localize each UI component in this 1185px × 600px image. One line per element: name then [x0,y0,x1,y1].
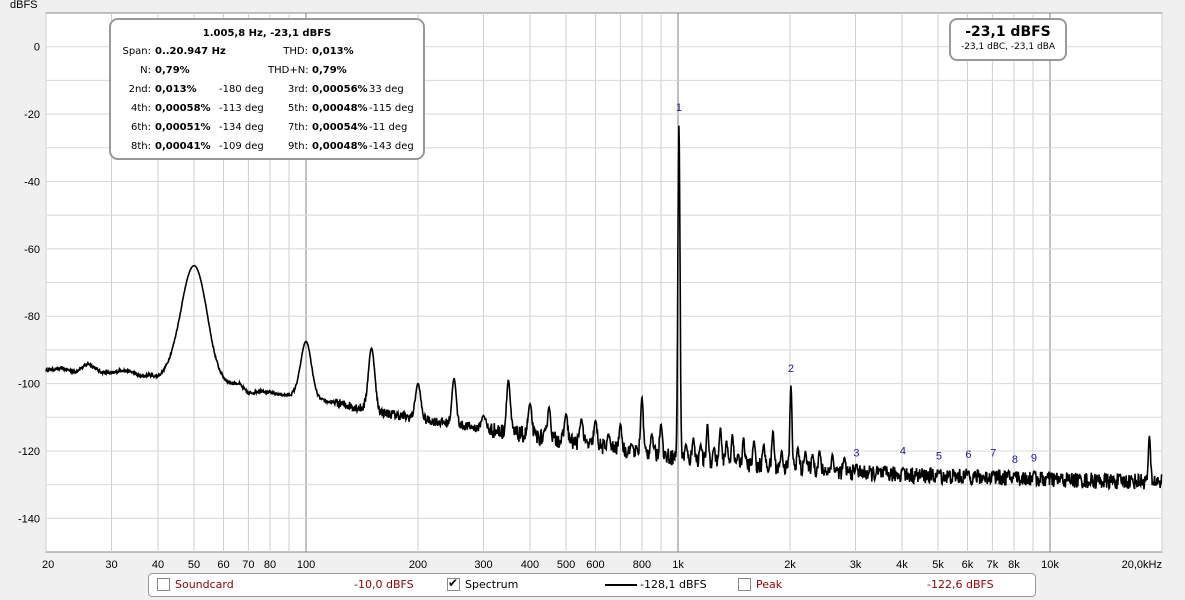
fundamental-readout: 1.005,8 Hz, -23,1 dBFS [202,28,332,39]
y-tick-label: -120 [18,446,40,458]
row-label: N: [140,65,151,76]
row-label: 3rd: [287,84,308,95]
row-value: 0,00048% [312,103,368,114]
peak-label: Peak [756,578,783,591]
y-axis-label: dBFS [10,0,38,11]
soundcard-value: -10,0 dBFS [354,578,414,591]
x-tick-label: 5k [932,559,944,571]
harmonic-marker: 9 [1031,452,1037,464]
spectrum-value: -128,1 dBFS [640,578,707,591]
x-tick-label: 400 [521,559,539,571]
row-label: THD+N: [268,65,309,76]
x-tick-label: 70 [242,559,254,571]
row-value: 0,79% [155,65,190,76]
x-tick-label: 80 [264,559,276,571]
row-label: 8th: [131,141,151,152]
y-tick-label: -100 [18,379,40,391]
analysis-row: N: 0,79% THD+N: 0,79% [111,65,423,79]
row-phase: -113 deg [219,103,264,114]
y-tick-label: -40 [24,176,40,188]
level-sub: -23,1 dBC, -23,1 dBA [960,42,1056,52]
x-tick-label: 40 [152,559,164,571]
harmonic-marker: 6 [965,449,971,461]
analysis-row: 6th: 0,00051% -134 deg 7th: 0,00054% -11 deg [111,122,423,136]
harmonic-marker: 4 [900,446,906,458]
harmonic-marker: 5 [936,451,942,463]
row-value: 0,013% [155,84,197,95]
row-phase: -143 deg [369,141,414,152]
y-tick-label: -140 [18,513,40,525]
row-phase: -11 deg [369,122,408,133]
x-tick-label: 10k [1041,559,1059,571]
row-value: 0,00058% [155,103,211,114]
legend-bar: Soundcard -10,0 dBFS Spectrum -128,1 dBF… [148,573,1036,597]
soundcard-checkbox[interactable] [157,578,170,591]
row-phase: -115 deg [369,103,414,114]
level-main: -23,1 dBFS [965,24,1051,40]
analysis-panel: 1.005,8 Hz, -23,1 dBFS Span: 0..20.947 Hz… [109,18,425,160]
row-label: 5th: [288,103,308,114]
y-tick-label: -60 [24,244,40,256]
analysis-row: 8th: 0,00041% -109 deg 9th: 0,00048% -143 deg [111,141,423,155]
row-value: 0,00051% [155,122,211,133]
row-label: 6th: [131,122,151,133]
x-tick-label: 600 [586,559,604,571]
spectrum-trace [45,125,1163,491]
row-value: 0,00054% [312,122,368,133]
soundcard-label: Soundcard [175,578,234,591]
x-tick-label: 60 [217,559,229,571]
x-tick-label: 200 [409,559,427,571]
peak-checkbox[interactable] [738,578,751,591]
x-tick-label: 300 [474,559,492,571]
x-tick-label: 30 [105,559,117,571]
analysis-row: 4th: 0,00058% -113 deg 5th: 0,00048% -115 deg [111,103,423,117]
x-tick-label: 3k [850,559,862,571]
x-tick-label: 4k [896,559,908,571]
row-label: 2nd: [128,84,151,95]
harmonic-marker: 3 [853,447,859,459]
y-tick-label: 0 [34,42,40,54]
analysis-row: Span: 0..20.947 Hz THD: 0,013% [111,46,423,60]
peak-value: -122,6 dBFS [927,578,994,591]
harmonic-marker: 1 [676,102,682,114]
level-meter: -23,1 dBFS -23,1 dBC, -23,1 dBA [949,18,1067,61]
x-tick-label: 6k [962,559,974,571]
harmonic-marker: 7 [990,447,996,459]
y-tick-label: -80 [24,311,40,323]
spectrum-swatch [605,584,637,586]
x-tick-label: 500 [557,559,575,571]
harmonic-marker: 8 [1012,454,1018,466]
row-phase: -134 deg [219,122,264,133]
row-label: 7th: [288,122,308,133]
x-tick-label: 2k [784,559,796,571]
x-tick-label: 20 [42,559,54,571]
row-value: 0,013% [312,46,354,57]
x-tick-label: 50 [188,559,200,571]
x-tick-label: 800 [633,559,651,571]
row-label: THD: [283,46,308,57]
row-label: 9th: [288,141,308,152]
analysis-row: 2nd: 0,013% -180 deg 3rd: 0,00056% 33 deg [111,84,423,98]
x-tick-label: 20,0kHz [1122,559,1162,571]
x-tick-label: 100 [297,559,315,571]
y-tick-label: -20 [24,109,40,121]
row-phase: -109 deg [219,141,264,152]
spectrum-checkbox[interactable] [447,576,460,591]
harmonic-marker: 2 [788,363,794,375]
row-label: 4th: [131,103,151,114]
x-tick-label: 7k [987,559,999,571]
row-value: 0,00048% [312,141,368,152]
row-value: 0,00056% [312,84,368,95]
spectrum-label: Spectrum [465,578,519,591]
row-value: 0,00041% [155,141,211,152]
x-tick-label: 1k [672,559,684,571]
row-phase: -180 deg [219,84,264,95]
x-tick-label: 8k [1008,559,1020,571]
row-phase: 33 deg [369,84,404,95]
row-label: Span: [122,46,151,57]
row-value: 0,79% [312,65,347,76]
row-value: 0..20.947 Hz [155,46,226,57]
